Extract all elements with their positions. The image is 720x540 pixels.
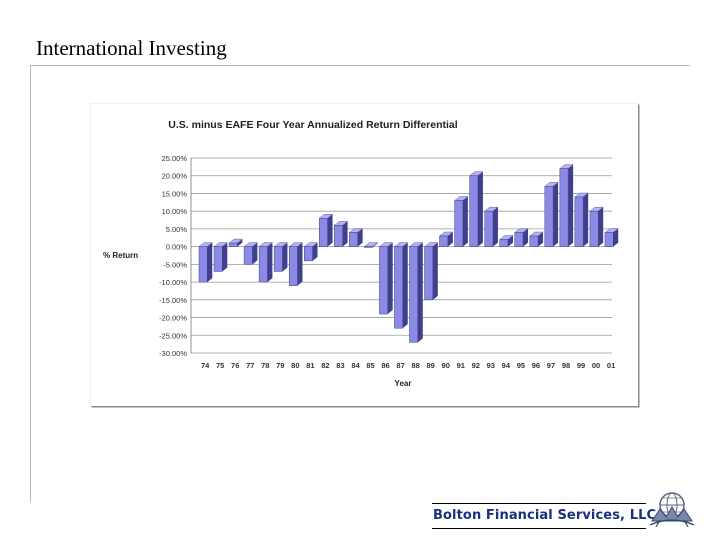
bar-chart: U.S. minus EAFE Four Year Annualized Ret… xyxy=(103,119,619,388)
x-tick-label: 00 xyxy=(592,361,600,370)
x-tick-label: 96 xyxy=(532,361,540,370)
y-tick-label: 25.00% xyxy=(162,154,188,163)
bar xyxy=(318,214,334,247)
y-tick-label: 20.00% xyxy=(162,172,188,181)
y-tick-label: -25.00% xyxy=(159,331,187,340)
bar xyxy=(604,228,619,247)
bar xyxy=(333,221,349,247)
bar xyxy=(198,242,213,283)
x-tick-label: 76 xyxy=(231,361,239,370)
x-tick-label: 85 xyxy=(366,361,374,370)
x-tick-label: 78 xyxy=(261,361,269,370)
bar xyxy=(559,164,574,247)
bar xyxy=(213,242,228,272)
y-tick-label: 5.00% xyxy=(166,225,188,234)
x-tick-label: 82 xyxy=(321,361,329,370)
bar xyxy=(484,206,499,247)
bar xyxy=(273,242,289,272)
x-tick-label: 93 xyxy=(487,361,495,370)
bar xyxy=(454,196,469,247)
bar xyxy=(348,228,364,247)
x-tick-label: 97 xyxy=(547,361,555,370)
x-tick-label: 79 xyxy=(276,361,284,370)
x-tick-label: 77 xyxy=(246,361,254,370)
y-axis-label: % Return xyxy=(103,251,138,260)
x-tick-label: 81 xyxy=(306,361,314,370)
y-tick-labels: 25.00% 20.00% 15.00% 10.00% 5.00% 0.00% -5.00%… xyxy=(159,154,187,358)
x-tick-label: 88 xyxy=(411,361,419,370)
y-tick-label: 15.00% xyxy=(162,189,188,198)
x-tick-label: 98 xyxy=(562,361,570,370)
x-tick-label: 94 xyxy=(502,361,511,370)
bar xyxy=(363,242,379,248)
x-tick-label: 91 xyxy=(457,361,465,370)
x-tick-labels: 74 75 76 77 78 79 80 81 82 83 84 85 86 87 88 89 90 91 92 93… xyxy=(201,361,615,370)
bar xyxy=(228,238,243,247)
x-tick-label: 01 xyxy=(607,361,615,370)
y-tick-label: -15.00% xyxy=(159,296,187,305)
chart-title: U.S. minus EAFE Four Year Annualized Ret… xyxy=(168,119,457,131)
bar xyxy=(423,242,439,301)
bar xyxy=(469,171,484,247)
chart-panel: U.S. minus EAFE Four Year Annualized Ret… xyxy=(90,103,638,406)
y-tick-label: -5.00% xyxy=(163,260,187,269)
bar xyxy=(439,231,454,247)
x-tick-label: 80 xyxy=(291,361,299,370)
x-tick-label: 95 xyxy=(517,361,525,370)
x-tick-label: 84 xyxy=(351,361,360,370)
bar xyxy=(514,228,529,247)
bar xyxy=(303,242,319,262)
footer-divider-top xyxy=(432,503,646,504)
slide-title: International Investing xyxy=(36,36,227,60)
x-tick-label: 99 xyxy=(577,361,585,370)
bars xyxy=(198,164,619,343)
x-tick-label: 92 xyxy=(472,361,480,370)
x-tick-label: 83 xyxy=(336,361,344,370)
x-tick-label: 89 xyxy=(426,361,434,370)
bar xyxy=(589,206,604,247)
bar xyxy=(408,242,424,343)
y-tick-label: -10.00% xyxy=(159,278,187,287)
bar xyxy=(258,242,273,283)
x-axis-label: Year xyxy=(395,379,412,388)
y-tick-label: 10.00% xyxy=(162,207,188,216)
bar xyxy=(544,182,559,247)
company-name: Bolton Financial Services, LLC xyxy=(433,508,657,523)
x-tick-label: 90 xyxy=(442,361,450,370)
x-tick-label: 75 xyxy=(216,361,224,370)
bar xyxy=(243,242,258,265)
left-divider xyxy=(30,66,31,502)
bar xyxy=(499,235,514,247)
bar xyxy=(378,242,394,315)
y-tick-label: -20.00% xyxy=(159,314,187,323)
bar xyxy=(393,242,409,329)
bar xyxy=(529,231,544,247)
x-tick-label: 87 xyxy=(396,361,404,370)
x-tick-label: 74 xyxy=(201,361,210,370)
company-logo-icon xyxy=(649,492,695,528)
y-tick-label: -30.00% xyxy=(159,349,187,358)
bar xyxy=(288,242,304,286)
bar xyxy=(574,192,589,247)
title-divider xyxy=(30,65,690,66)
x-tick-label: 86 xyxy=(381,361,389,370)
footer-divider-bottom xyxy=(432,528,646,529)
y-tick-label: 0.00% xyxy=(166,243,188,252)
